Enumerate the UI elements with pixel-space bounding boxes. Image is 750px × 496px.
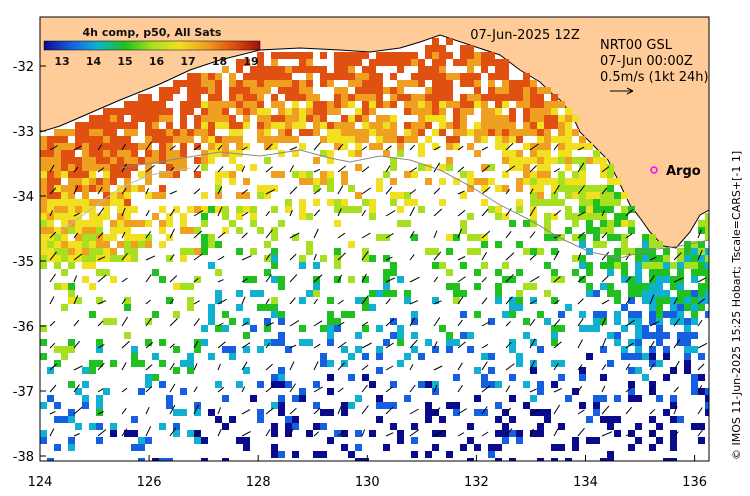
vector-scale-label: 0.5m/s (1kt 24h) (600, 70, 709, 85)
colorbar-tick-label: 17 (180, 55, 195, 68)
vector-scale-arrow-icon (610, 87, 634, 95)
x-tick-label: 124 (28, 475, 53, 490)
vector-time-label: 07-Jun 00:00Z (600, 54, 693, 69)
vector-product-label: NRT00 GSL (600, 38, 673, 53)
y-axis: -32 -33 -34 -35 -36 -37 -38 (13, 60, 46, 465)
map-frame (39, 16, 710, 462)
bathymetry-contour (119, 149, 709, 259)
bathymetry-contour-inner (59, 167, 191, 233)
y-tick-label: -37 (13, 385, 34, 400)
colorbar-tick-label: 16 (149, 55, 165, 68)
argo-marker-icon (650, 166, 658, 174)
y-tick-label: -33 (13, 125, 34, 140)
date-label: 07-Jun-2025 12Z (470, 28, 580, 43)
x-tick-label: 136 (682, 475, 707, 490)
colorbar: 4h comp, p50, All Sats 13 14 15 16 17 18 19 (43, 26, 261, 68)
y-tick-label: -35 (13, 255, 34, 270)
x-axis: 124 126 128 130 132 134 136 (28, 455, 707, 490)
y-tick-label: -32 (13, 60, 34, 75)
colorbar-tick-label: 18 (212, 55, 227, 68)
x-tick-label: 130 (355, 475, 380, 490)
colorbar-tick-label: 15 (117, 55, 132, 68)
product-label: 4h comp, p50, All Sats (83, 26, 222, 39)
x-tick-label: 134 (573, 475, 598, 490)
x-tick-label: 132 (464, 475, 489, 490)
colorbar-tick-label: 19 (243, 55, 258, 68)
colorbar-tick-label: 13 (54, 55, 69, 68)
colorbar-ramp (43, 40, 261, 51)
colorbar-tick-label: 14 (86, 55, 102, 68)
y-tick-label: -36 (13, 320, 34, 335)
y-tick-label: -34 (13, 190, 34, 205)
current-vectors (49, 141, 708, 437)
argo-label: Argo (666, 164, 701, 179)
y-tick-label: -38 (13, 450, 34, 465)
x-tick-label: 126 (137, 475, 162, 490)
credit-text: © IMOS 11-Jun-2025 15:25 Hobart; Tscale=… (730, 151, 743, 460)
x-tick-label: 128 (246, 475, 271, 490)
